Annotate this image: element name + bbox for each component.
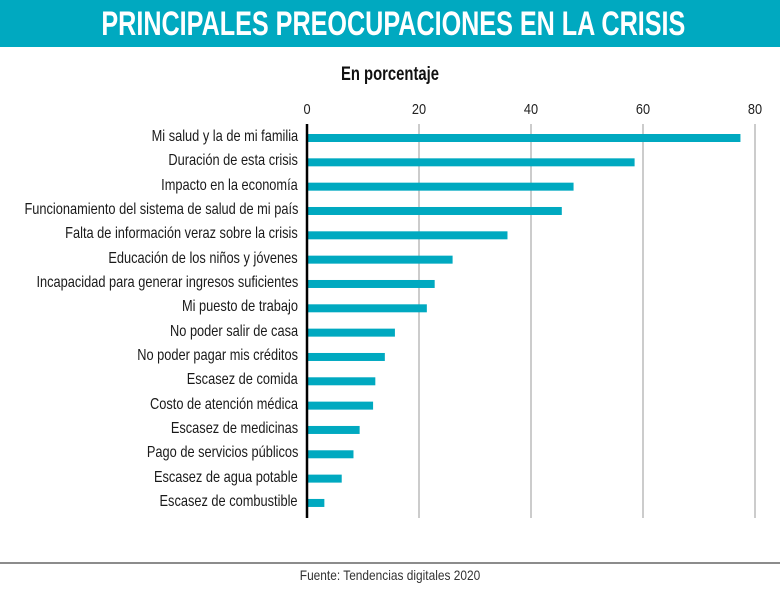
title-banner: PRINCIPALES PREOCUPACIONES EN LA CRISIS <box>0 0 780 47</box>
bar <box>307 134 741 142</box>
category-label: Educación de los niños y jóvenes <box>108 249 298 267</box>
category-label: Escasez de comida <box>187 371 298 389</box>
x-tick-label: 40 <box>523 101 539 118</box>
x-tick-label: 0 <box>303 101 311 118</box>
chart-subtitle: En porcentaje <box>340 64 440 85</box>
bar <box>307 425 360 434</box>
category-label: Duración de esta crisis <box>168 152 298 170</box>
bar <box>307 474 342 483</box>
bar <box>307 328 395 337</box>
category-label: Incapacidad para generar ingresos sufici… <box>36 273 298 291</box>
bar <box>307 401 374 410</box>
category-label: Falta de información veraz sobre la cris… <box>65 225 298 243</box>
category-label: No poder pagar mis créditos <box>137 346 298 364</box>
source-note: Fuente: Tendencias digitales 2020 <box>299 567 481 583</box>
bar <box>307 206 562 215</box>
bar <box>307 377 376 386</box>
footer-divider <box>0 562 780 564</box>
category-label: Funcionamiento del sistema de salud de m… <box>24 200 298 218</box>
chart-title: PRINCIPALES PREOCUPACIONES EN LA CRISIS <box>101 5 686 43</box>
bar <box>307 182 574 191</box>
x-tick-label: 20 <box>411 101 427 118</box>
x-tick-label: 60 <box>635 101 651 118</box>
bar <box>307 450 354 459</box>
category-label: Escasez de agua potable <box>154 468 298 486</box>
bar <box>307 352 385 361</box>
category-label: Costo de atención médica <box>150 395 298 413</box>
bar <box>307 304 427 313</box>
bar <box>307 279 435 288</box>
category-label: Escasez de combustible <box>159 492 298 510</box>
category-label: No poder salir de casa <box>169 322 298 340</box>
bar <box>307 231 508 240</box>
category-label: Escasez de medicinas <box>170 419 298 437</box>
bar <box>307 255 453 264</box>
category-label: Mi salud y la de mi familia <box>151 128 298 145</box>
x-tick-label: 80 <box>747 101 763 118</box>
bar <box>307 158 635 167</box>
category-label: Mi puesto de trabajo <box>182 298 298 316</box>
category-label: Pago de servicios públicos <box>146 444 298 462</box>
category-label: Impacto en la economía <box>161 176 298 194</box>
bar <box>307 498 325 507</box>
